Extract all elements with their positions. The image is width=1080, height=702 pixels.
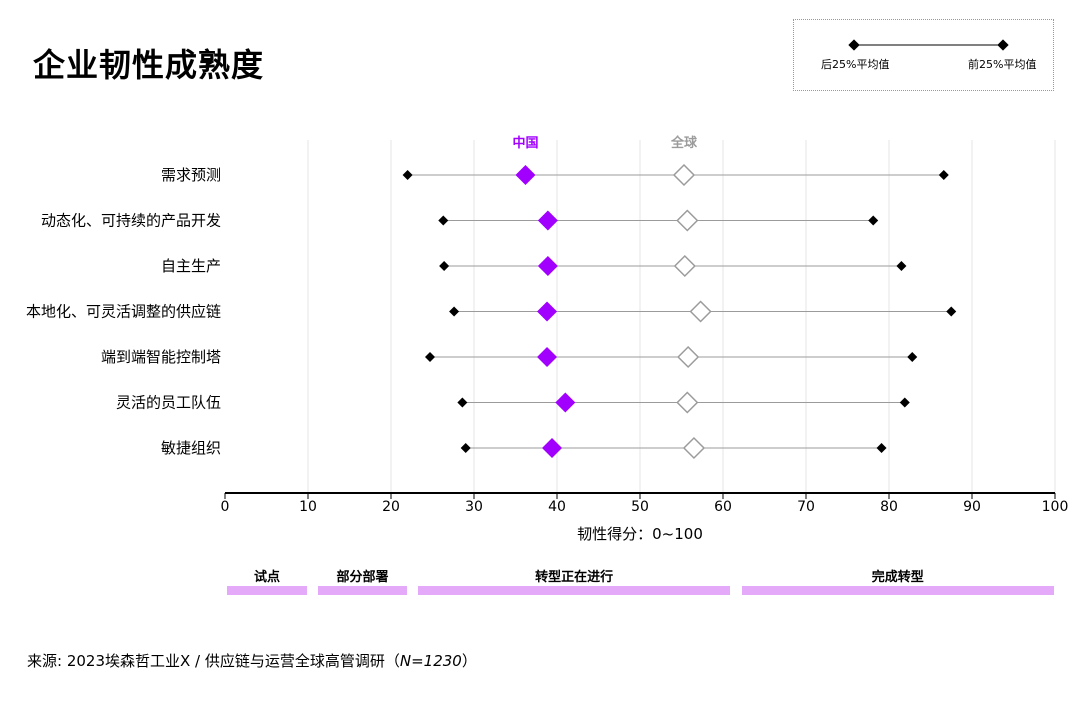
x-tick-label: 100 — [1042, 499, 1069, 515]
stage-bar — [227, 586, 307, 595]
stage-label: 部分部署 — [336, 570, 389, 585]
source-suffix: ） — [461, 652, 477, 670]
global-marker — [682, 436, 706, 460]
x-tick-label: 90 — [963, 499, 981, 515]
category-label: 动态化、可持续的产品开发 — [41, 212, 221, 230]
category-label: 需求预测 — [161, 166, 221, 184]
legend-bottom-label: 后25%平均值 — [821, 58, 890, 71]
china-marker — [537, 301, 558, 322]
bottom25-marker — [439, 261, 450, 271]
stage-label: 完成转型 — [871, 570, 924, 585]
top25-marker — [899, 397, 910, 408]
global-marker — [676, 391, 699, 414]
china-marker — [555, 392, 576, 413]
x-tick-label: 10 — [299, 499, 317, 515]
x-tick-label: 20 — [382, 499, 400, 515]
x-tick-label: 60 — [714, 499, 732, 515]
bottom25-marker — [438, 215, 449, 226]
legend-graphic — [848, 39, 1009, 51]
bottom25-marker — [402, 170, 413, 180]
top25-marker — [938, 170, 949, 180]
legend-top-label: 前25%平均值 — [968, 58, 1037, 71]
bottom25-marker — [449, 306, 460, 317]
global-marker — [672, 163, 696, 187]
global-marker — [673, 254, 696, 278]
stage-bar — [741, 586, 1054, 595]
top25-marker — [876, 443, 887, 453]
stage-label: 转型正在进行 — [535, 570, 614, 585]
x-tick-label: 0 — [221, 499, 230, 515]
stage-label: 试点 — [253, 570, 280, 585]
top25-marker — [868, 215, 879, 226]
x-tick-label: 40 — [548, 499, 566, 515]
legend: 后25%平均值 前25%平均值 — [793, 19, 1054, 91]
top25-marker — [907, 352, 918, 362]
stage-bar — [417, 586, 731, 595]
top25-marker — [946, 306, 957, 317]
stage-bar — [318, 586, 407, 595]
source-prefix: 来源: 2023埃森哲工业X / 供应链与运营全球高管调研（ — [27, 652, 400, 670]
series-label-global: 全球 — [670, 135, 698, 151]
x-tick-label: 30 — [465, 499, 483, 515]
bottom25-marker — [460, 443, 471, 453]
x-tick-label: 80 — [880, 499, 898, 515]
bottom25-marker — [425, 352, 436, 362]
source-sample-size: N=1230 — [399, 652, 462, 670]
global-marker — [689, 300, 712, 323]
series-label-china: 中国 — [512, 135, 538, 151]
category-label: 灵活的员工队伍 — [116, 394, 221, 412]
x-tick-label: 50 — [631, 499, 649, 515]
category-label: 敏捷组织 — [161, 439, 221, 457]
global-marker — [676, 209, 699, 232]
bottom25-marker — [457, 397, 468, 408]
china-marker — [537, 256, 558, 276]
global-marker — [677, 345, 700, 369]
china-marker — [537, 210, 558, 231]
china-marker — [515, 165, 536, 185]
china-marker — [537, 347, 558, 367]
category-label: 自主生产 — [161, 257, 221, 275]
source-note: 来源: 2023埃森哲工业X / 供应链与运营全球高管调研（N=1230） — [27, 650, 477, 671]
category-label: 本地化、可灵活调整的供应链 — [26, 303, 221, 321]
x-axis-label: 韧性得分：0~100 — [577, 525, 703, 543]
page-title: 企业韧性成熟度 — [33, 46, 265, 84]
category-label: 端到端智能控制塔 — [101, 348, 221, 366]
x-tick-label: 70 — [797, 499, 815, 515]
top25-marker — [896, 261, 907, 271]
china-marker — [542, 438, 563, 458]
